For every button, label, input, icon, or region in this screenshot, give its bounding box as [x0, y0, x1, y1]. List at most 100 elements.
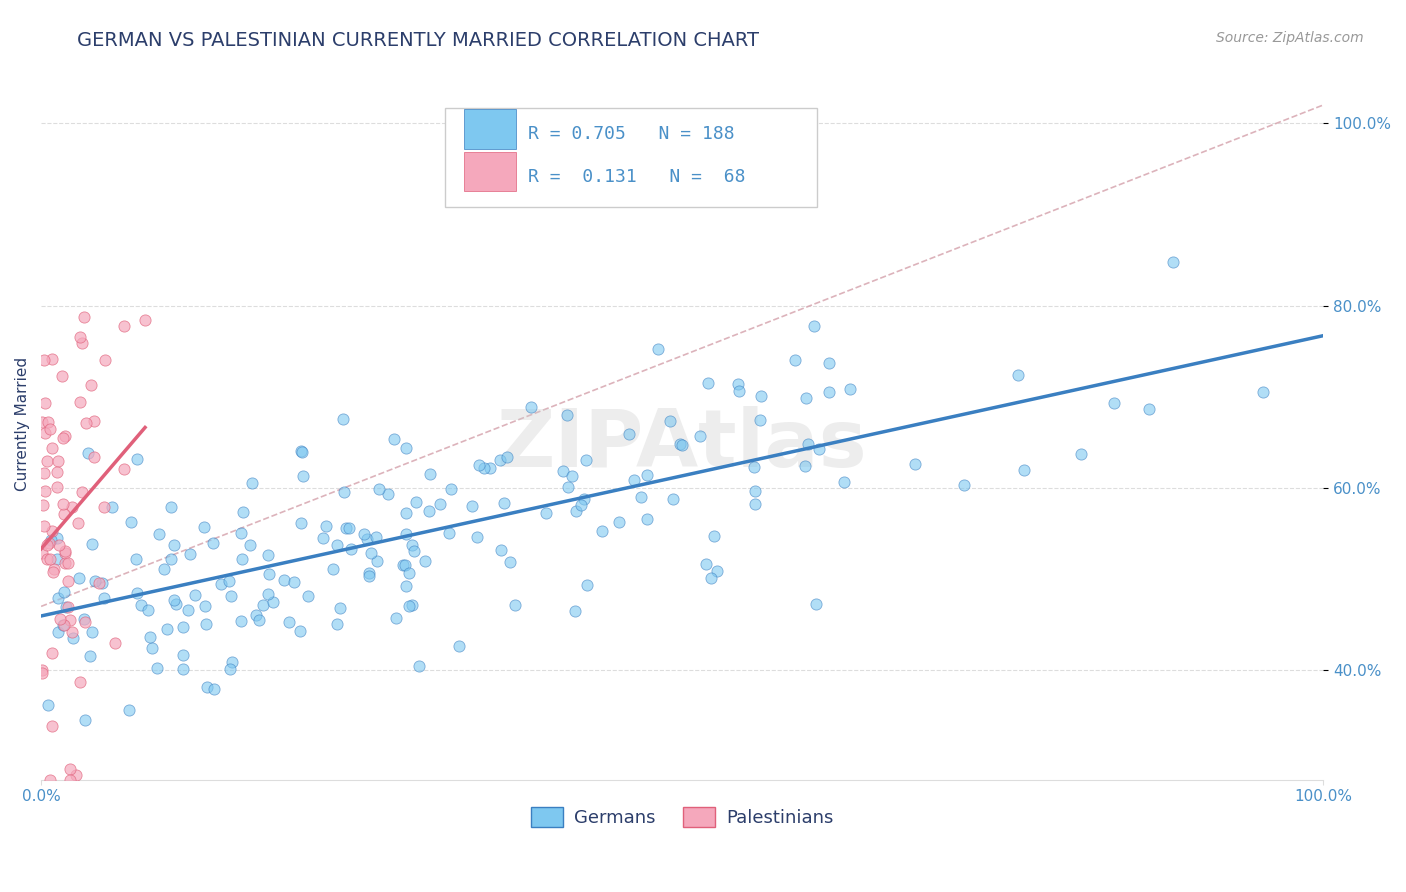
Point — [51, 368, 73, 383]
Point — [744, 484, 766, 499]
Point — [283, 575, 305, 590]
Point — [156, 622, 179, 636]
Point — [138, 630, 160, 644]
Point — [75, 713, 97, 727]
Point — [353, 526, 375, 541]
Point — [60, 500, 83, 514]
Point — [574, 492, 596, 507]
Point — [440, 482, 463, 496]
Point — [41, 441, 63, 455]
Point — [34, 396, 56, 410]
Point — [322, 562, 344, 576]
Point — [257, 548, 280, 562]
Point — [211, 577, 233, 591]
Point — [42, 566, 65, 580]
Point — [575, 453, 598, 467]
Point — [93, 500, 115, 514]
Point — [449, 639, 471, 653]
Point — [37, 551, 59, 566]
Text: R =  0.131   N =  68: R = 0.131 N = 68 — [529, 168, 745, 186]
Point — [146, 661, 169, 675]
Point — [557, 480, 579, 494]
Point — [62, 631, 84, 645]
Point — [297, 589, 319, 603]
Point — [231, 552, 253, 566]
Point — [671, 437, 693, 451]
Point — [52, 431, 75, 445]
Point — [429, 497, 451, 511]
Point — [53, 429, 76, 443]
Point — [394, 526, 416, 541]
Point — [245, 608, 267, 623]
Point — [72, 336, 94, 351]
Point — [520, 401, 543, 415]
Point — [55, 600, 77, 615]
Point — [83, 450, 105, 465]
Point — [148, 527, 170, 541]
Point — [339, 542, 361, 557]
Point — [904, 457, 927, 471]
Point — [695, 557, 717, 571]
Point — [37, 454, 59, 468]
Point — [461, 499, 484, 513]
Point — [364, 530, 387, 544]
Point — [617, 426, 640, 441]
Point — [32, 498, 55, 512]
Point — [465, 530, 488, 544]
Point — [256, 587, 278, 601]
Point — [160, 500, 183, 514]
Point — [38, 535, 60, 549]
Point — [219, 589, 242, 603]
Point — [46, 591, 69, 605]
Point — [73, 612, 96, 626]
Point — [31, 546, 53, 560]
Text: ZIPAtlas: ZIPAtlas — [496, 407, 868, 484]
Point — [495, 450, 517, 465]
Point — [794, 459, 817, 474]
Point — [576, 578, 599, 592]
Point — [953, 478, 976, 492]
Point — [125, 551, 148, 566]
Point — [221, 656, 243, 670]
Point — [467, 458, 489, 472]
Point — [38, 772, 60, 787]
Point — [377, 486, 399, 500]
Point — [56, 599, 79, 614]
Point — [87, 576, 110, 591]
Point — [536, 506, 558, 520]
Point — [60, 624, 83, 639]
Point — [37, 416, 59, 430]
Point — [335, 521, 357, 535]
Point — [288, 624, 311, 638]
Point — [67, 516, 90, 530]
Point — [1007, 368, 1029, 382]
Point — [83, 414, 105, 428]
Point — [231, 614, 253, 628]
Point — [35, 538, 58, 552]
Point — [59, 772, 82, 787]
Point — [395, 579, 418, 593]
Point — [67, 571, 90, 585]
Point — [69, 674, 91, 689]
Point — [179, 547, 201, 561]
Point — [112, 461, 135, 475]
Point — [636, 467, 658, 482]
Point — [636, 512, 658, 526]
Point — [569, 498, 592, 512]
Point — [742, 460, 765, 475]
Point — [489, 453, 512, 467]
Point — [662, 492, 685, 507]
Point — [194, 599, 217, 613]
Point — [39, 422, 62, 436]
FancyBboxPatch shape — [464, 152, 516, 191]
Point — [46, 625, 69, 640]
Point — [172, 648, 194, 662]
Point — [41, 524, 63, 539]
Text: R = 0.705   N = 188: R = 0.705 N = 188 — [529, 125, 735, 143]
Point — [160, 552, 183, 566]
Point — [93, 591, 115, 605]
Point — [332, 484, 354, 499]
Point — [290, 516, 312, 530]
Point — [59, 613, 82, 627]
Point — [728, 384, 751, 398]
